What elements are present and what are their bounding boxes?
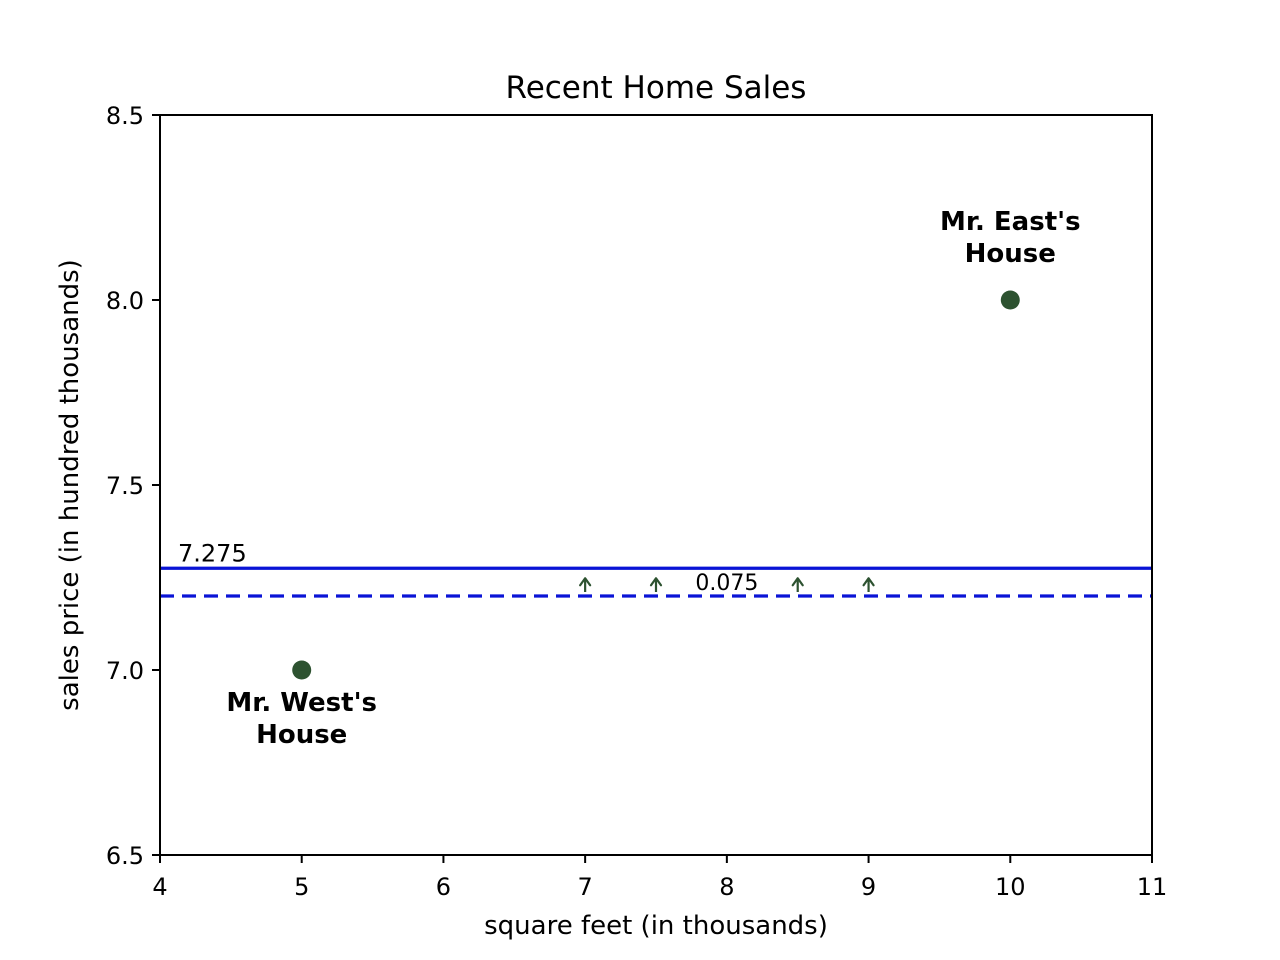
difference-arrow <box>649 577 663 592</box>
x-tick-label: 5 <box>294 873 309 901</box>
annotation-line: Mr. East's <box>940 207 1081 237</box>
arrow-head <box>791 577 804 587</box>
x-tick-label: 4 <box>152 873 167 901</box>
y-tick-label: 8.0 <box>106 287 144 315</box>
difference-arrow <box>862 577 875 592</box>
x-tick-label: 7 <box>578 873 593 901</box>
point-annotation: Mr. West's House <box>226 688 377 750</box>
chart-title: Recent Home Sales <box>506 70 807 106</box>
x-axis: 4 5 6 7 8 9 10 11 <box>152 855 1167 901</box>
annotation-line: House <box>965 239 1056 269</box>
annotation-line: House <box>256 720 347 750</box>
x-tick-label: 10 <box>995 873 1026 901</box>
y-tick-label: 7.5 <box>106 472 144 500</box>
y-axis-label: sales price (in hundred thousands) <box>55 259 85 711</box>
difference-label: 0.075 <box>695 571 758 596</box>
y-tick-label: 7.0 <box>106 657 144 685</box>
line-value-label: 7.275 <box>178 539 247 567</box>
data-point <box>292 660 312 680</box>
x-tick-label: 8 <box>719 873 734 901</box>
arrow-head <box>579 577 592 587</box>
arrow-head <box>649 577 663 587</box>
data-point <box>1000 290 1020 310</box>
y-tick-label: 8.5 <box>106 102 144 130</box>
y-axis: 6.5 7.0 7.5 8.0 8.5 <box>106 102 160 870</box>
arrow-head <box>862 577 875 587</box>
difference-arrow <box>791 577 804 592</box>
x-tick-label: 9 <box>861 873 876 901</box>
difference-arrow <box>579 577 592 592</box>
y-tick-label: 6.5 <box>106 842 144 870</box>
x-tick-label: 11 <box>1137 873 1168 901</box>
x-tick-label: 6 <box>436 873 451 901</box>
annotation-line: Mr. West's <box>226 688 377 718</box>
x-axis-label: square feet (in thousands) <box>484 911 828 941</box>
point-annotation: Mr. East's House <box>940 207 1081 269</box>
